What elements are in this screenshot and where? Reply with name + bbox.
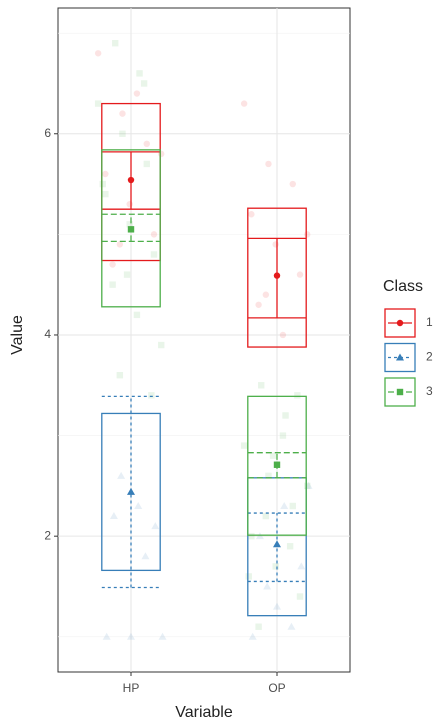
jitter-point xyxy=(126,200,133,208)
jitter-point xyxy=(296,593,304,600)
legend-symbol xyxy=(396,319,404,327)
jitter-point xyxy=(102,632,111,640)
jitter-point xyxy=(287,622,296,630)
panel xyxy=(57,7,351,673)
jitter-point xyxy=(262,512,270,520)
jitter-point xyxy=(119,130,126,137)
legend-symbol xyxy=(396,388,404,396)
jitter-point xyxy=(255,623,262,630)
jitter-point xyxy=(272,563,279,570)
jitter-point xyxy=(280,502,289,509)
jitter-point xyxy=(272,241,279,248)
jitter-point xyxy=(269,452,277,459)
jitter-point xyxy=(148,392,155,399)
jitter-point xyxy=(116,372,124,379)
jitter-point xyxy=(133,90,141,97)
jitter-point xyxy=(94,100,102,107)
mean-point xyxy=(273,272,281,279)
crossbar-box xyxy=(101,149,161,308)
jitter-point xyxy=(109,261,116,268)
jitter-point xyxy=(248,632,257,640)
jitter-point xyxy=(289,502,296,510)
jitter-point xyxy=(245,573,252,580)
jitter-point xyxy=(296,271,304,278)
jitter-point xyxy=(117,471,126,479)
jitter-point xyxy=(140,80,148,87)
jitter-point xyxy=(99,180,106,188)
jitter-point xyxy=(265,472,272,480)
mean-point xyxy=(273,540,281,548)
jitter-point xyxy=(240,100,248,107)
jitter-point xyxy=(112,40,119,47)
jitter-point xyxy=(273,602,281,610)
jitter-point xyxy=(262,291,270,298)
jitter-point xyxy=(136,70,143,77)
x-axis-label: Variable xyxy=(175,704,233,721)
jitter-point xyxy=(258,382,265,389)
jitter-point xyxy=(143,160,150,168)
jitter-point xyxy=(248,211,255,218)
jitter-point xyxy=(158,632,167,640)
jitter-point xyxy=(297,562,306,570)
crossbar-box xyxy=(247,207,307,348)
y-axis-label: Value xyxy=(9,315,26,355)
legend-label: 1 xyxy=(426,315,433,329)
jitter-point xyxy=(141,552,150,560)
jitter-point xyxy=(150,231,158,238)
jitter-point xyxy=(123,271,131,278)
jitter-point xyxy=(143,140,150,148)
jitter-point xyxy=(265,160,272,168)
jitter-point xyxy=(304,231,311,238)
jitter-point xyxy=(109,512,118,520)
jitter-point xyxy=(263,582,272,590)
mean-point xyxy=(127,487,135,495)
jitter-point xyxy=(248,532,255,540)
y-tick-label: 6 xyxy=(44,126,51,140)
legend-label: 3 xyxy=(426,384,433,398)
crossbar-box xyxy=(247,395,307,536)
mean-point xyxy=(127,226,135,233)
jitter-point xyxy=(126,221,133,228)
jitter-point xyxy=(134,502,143,509)
mean-point xyxy=(273,461,281,468)
jitter-point xyxy=(116,241,124,248)
legend-label: 2 xyxy=(426,350,433,364)
jitter-point xyxy=(279,432,287,439)
x-tick-label: OP xyxy=(268,681,285,695)
jitter-point xyxy=(133,311,141,319)
jitter-point xyxy=(102,190,109,198)
legend-title: Class xyxy=(383,278,423,295)
jitter-point xyxy=(94,50,102,57)
jitter-point xyxy=(240,442,248,449)
jitter-point xyxy=(279,331,287,339)
jitter-point xyxy=(127,632,135,640)
jitter-point xyxy=(294,392,301,399)
y-tick-label: 4 xyxy=(44,327,51,341)
legend-symbol xyxy=(396,353,404,361)
jitter-point xyxy=(119,110,126,117)
y-tick-label: 2 xyxy=(44,528,51,542)
jitter-point xyxy=(255,301,262,308)
x-tick-label: HP xyxy=(123,681,140,695)
jitter-point xyxy=(158,341,165,349)
jitter-point xyxy=(151,522,160,530)
jitter-point xyxy=(304,482,311,490)
jitter-point xyxy=(282,412,289,419)
jitter-point xyxy=(109,281,116,288)
mean-point xyxy=(127,176,135,184)
jitter-point xyxy=(286,543,294,550)
jitter-point xyxy=(289,180,296,188)
jitter-point xyxy=(102,170,109,178)
jitter-point xyxy=(150,251,158,258)
